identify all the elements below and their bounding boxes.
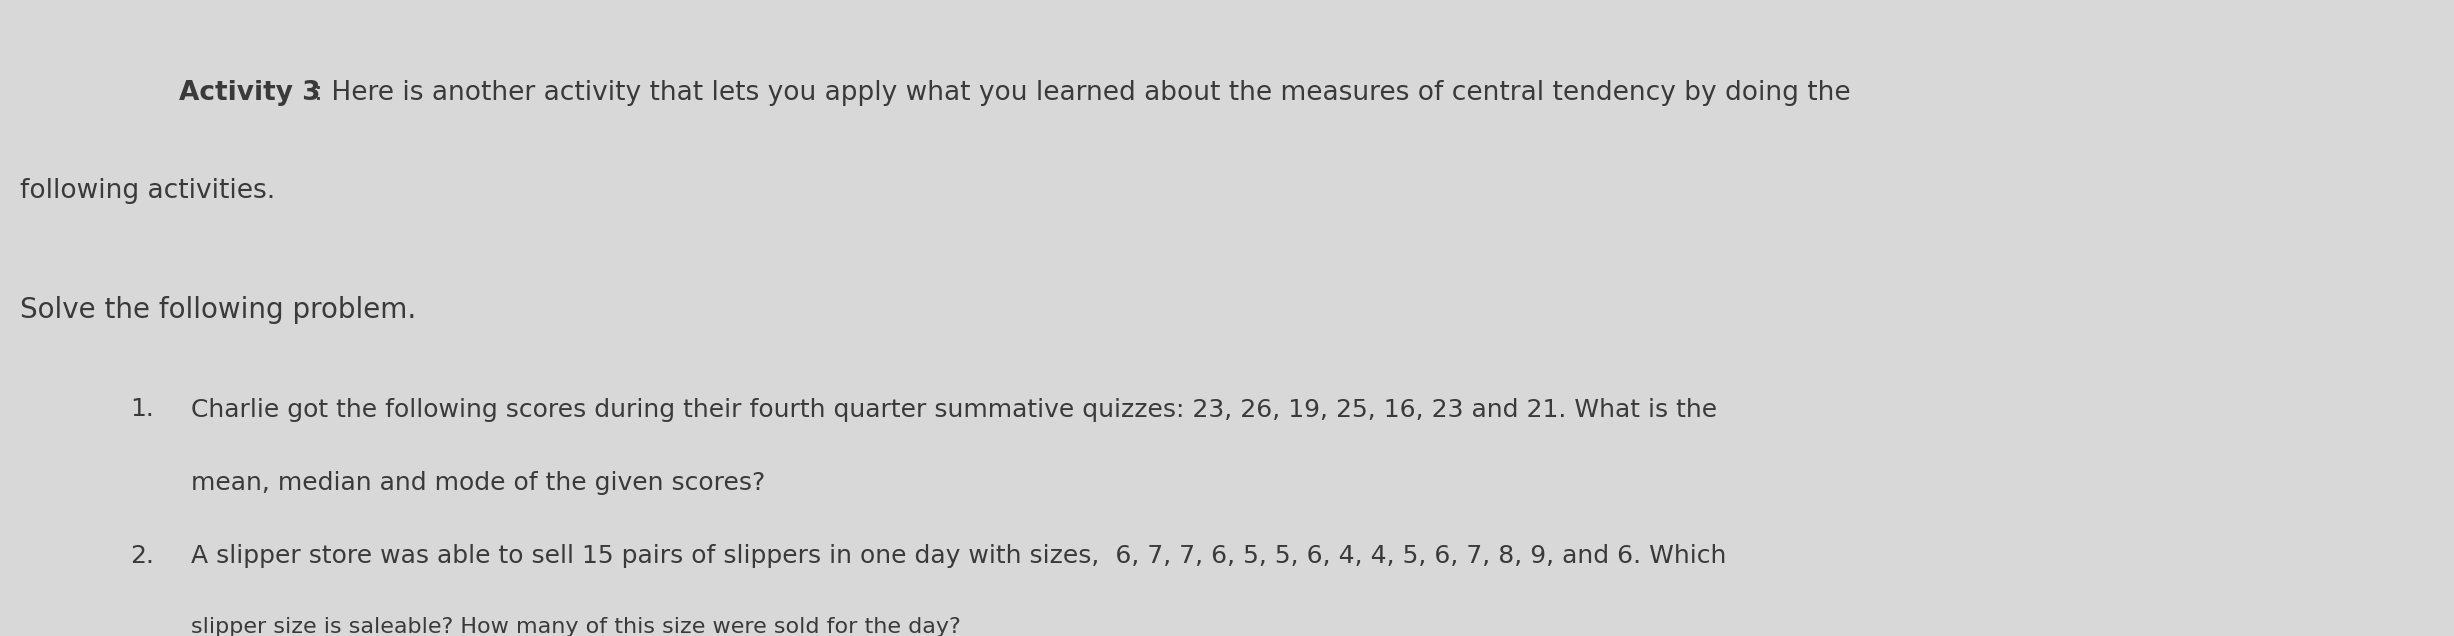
Text: 1.: 1. (130, 398, 155, 422)
Text: slipper size is saleable? How many of this size were sold for the day?: slipper size is saleable? How many of th… (191, 617, 962, 636)
Text: mean, median and mode of the given scores?: mean, median and mode of the given score… (191, 471, 766, 495)
Text: Solve the following problem.: Solve the following problem. (20, 296, 415, 324)
Text: : Here is another activity that lets you apply what you learned about the measur: : Here is another activity that lets you… (314, 80, 1850, 106)
Text: Charlie got the following scores during their fourth quarter summative quizzes: : Charlie got the following scores during … (191, 398, 1718, 422)
Text: A slipper store was able to sell 15 pairs of slippers in one day with sizes,  6,: A slipper store was able to sell 15 pair… (191, 544, 1728, 568)
Text: Activity 3: Activity 3 (179, 80, 321, 106)
Text: following activities.: following activities. (20, 178, 275, 204)
Text: 2.: 2. (130, 544, 155, 568)
